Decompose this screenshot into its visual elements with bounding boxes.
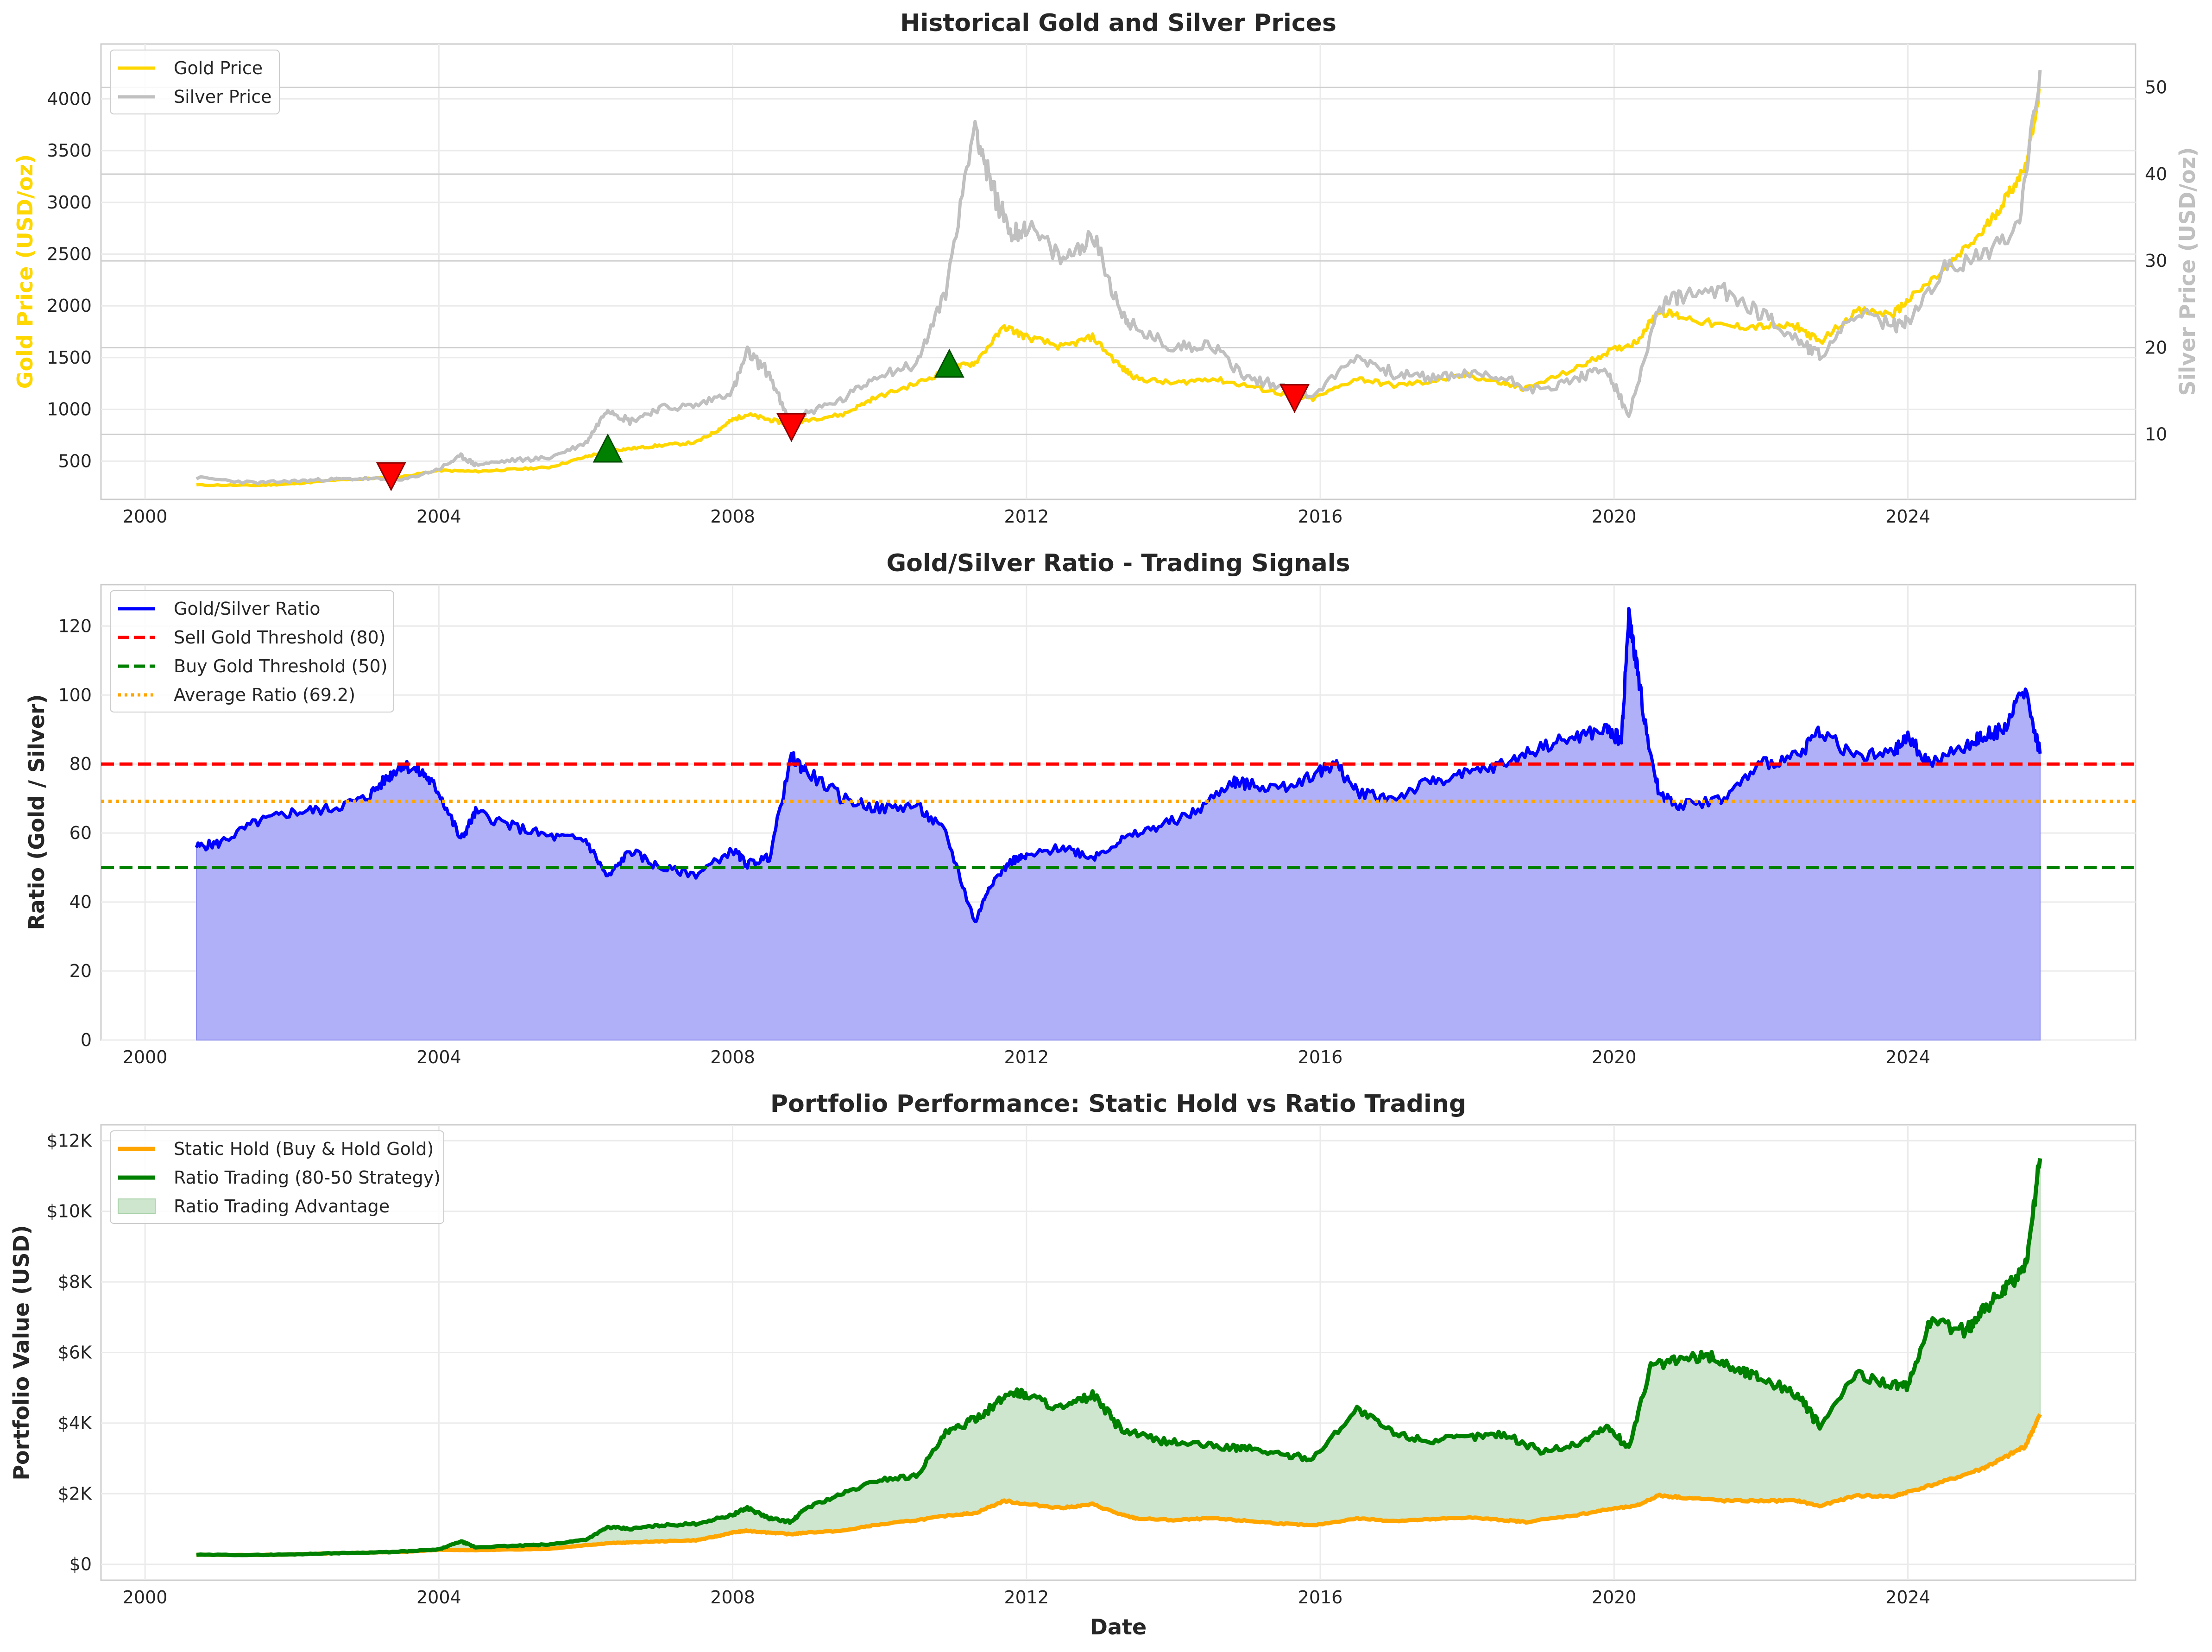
x-tick-label: 2024 [1885,506,1930,527]
x-tick-label: 2020 [1592,1587,1637,1608]
portfolio-chart-x-ticks: 2000 2004 2008 2012 2016 2020 2024 [123,1587,1930,1608]
static-hold-line [196,1413,2042,1557]
y-tick-label: 3500 [47,140,92,161]
y-tick-label: 500 [58,451,92,471]
legend-label-buy-threshold: Buy Gold Threshold (50) [174,656,388,676]
x-tick-label: 2016 [1298,1047,1343,1067]
x-tick-label: 2000 [123,506,168,527]
y-tick-label: 3000 [47,192,92,213]
x-tick-label: 2004 [416,1047,461,1067]
price-chart-right-gridlines [101,87,2136,435]
ratio-chart-panel: 2000 2004 2008 2012 2016 2020 2024 0 20 40 60 80 10… [24,549,2136,1067]
price-chart-series [195,69,2042,487]
portfolio-chart-legend-box [110,1130,444,1224]
price-chart-y-ticks: 500 1000 1500 2000 2500 3000 3500 4000 [47,88,92,471]
ratio-chart-x-ticks: 2000 2004 2008 2012 2016 2020 2024 [123,1047,1930,1067]
y-tick-label: $0 [69,1554,92,1575]
ratio-chart-y-ticks: 0 20 40 60 80 100 120 [58,616,92,1050]
x-tick-label: 2008 [710,1047,755,1067]
price-chart-x-ticks: 2000 2004 2008 2012 2016 2020 2024 [123,506,1930,527]
right-y-tick-label: 30 [2145,251,2167,271]
ratio-chart-legend-box [110,590,394,713]
price-chart-plot-area [100,43,2136,500]
legend-label-ratio: Gold/Silver Ratio [174,599,321,619]
legend-label-advantage: Ratio Trading Advantage [174,1196,390,1217]
x-tick-label: 2012 [1004,506,1049,527]
portfolio-chart-x-axis-label: Date [1090,1614,1147,1639]
silver-price-line [195,69,2042,486]
y-tick-label: 0 [81,1030,92,1050]
sell-signal-marker [1279,384,1310,413]
portfolio-chart-panel: 2000 2004 2008 2012 2016 2020 2024 $0 $2K $4K $6K… [9,1090,2136,1639]
buy-signal-marker [934,348,964,378]
x-tick-label: 2000 [123,1587,168,1608]
right-y-tick-label: 20 [2145,337,2167,358]
x-tick-label: 2004 [416,1587,461,1608]
x-tick-label: 2008 [710,1587,755,1608]
price-chart-title: Historical Gold and Silver Prices [900,9,1336,37]
ratio-chart-series [101,607,2136,1040]
sell-signal-marker [376,462,406,492]
y-tick-label: $4K [58,1413,92,1433]
y-tick-label: $10K [47,1201,93,1222]
x-tick-label: 2000 [123,1047,168,1067]
x-tick-label: 2016 [1298,506,1343,527]
ratio-chart-legend: Gold/Silver Ratio Sell Gold Threshold (8… [110,590,394,713]
y-tick-label: 2000 [47,296,92,316]
price-chart-legend: Gold Price Silver Price [110,50,280,114]
right-y-tick-label: 40 [2145,164,2167,184]
price-chart-panel: 2000 2004 2008 2012 2016 2020 2024 500 1000 1500… [13,9,2200,527]
price-chart-trade-markers [376,348,1310,492]
sell-signal-marker [776,413,807,442]
ratio-chart-title: Gold/Silver Ratio - Trading Signals [886,549,1350,577]
y-tick-label: 4000 [47,88,92,109]
y-tick-label: 100 [58,685,92,705]
x-tick-label: 2012 [1004,1587,1049,1608]
legend-label-static-hold: Static Hold (Buy & Hold Gold) [174,1139,434,1159]
right-y-tick-label: 50 [2145,77,2167,98]
x-tick-label: 2024 [1885,1047,1930,1067]
portfolio-chart-series [196,1158,2042,1557]
portfolio-chart-y-axis-label: Portfolio Value (USD) [9,1225,34,1480]
x-tick-label: 2008 [710,506,755,527]
y-tick-label: $2K [58,1483,92,1504]
y-tick-label: 1000 [47,399,92,420]
ratio-trading-line [196,1158,2042,1557]
y-tick-label: 40 [69,892,92,912]
gold-price-line [196,87,2041,487]
buy-signal-marker [592,433,623,463]
y-tick-label: 60 [69,823,92,843]
x-tick-label: 2024 [1885,1587,1930,1608]
x-tick-label: 2012 [1004,1047,1049,1067]
portfolio-chart-y-ticks: $0 $2K $4K $6K $8K $10K $12K [47,1130,93,1574]
portfolio-chart-legend: Static Hold (Buy & Hold Gold) Ratio Trad… [110,1130,444,1224]
x-tick-label: 2020 [1592,506,1637,527]
legend-label-silver-price: Silver Price [174,87,272,107]
x-tick-label: 2020 [1592,1047,1637,1067]
legend-label-gold-price: Gold Price [174,58,263,78]
y-tick-label: $12K [47,1130,93,1151]
right-y-tick-label: 10 [2145,424,2167,445]
ratio-chart-y-axis-label: Ratio (Gold / Silver) [24,694,49,930]
y-tick-label: 80 [69,754,92,774]
x-tick-label: 2016 [1298,1587,1343,1608]
x-tick-label: 2004 [416,506,461,527]
price-chart-right-y-axis-label: Silver Price (USD/oz) [2175,147,2200,396]
legend-label-average: Average Ratio (69.2) [174,685,355,705]
y-tick-label: 20 [69,961,92,981]
legend-swatch-advantage [118,1198,156,1214]
y-tick-label: 2500 [47,244,92,265]
y-tick-label: 120 [58,616,92,636]
y-tick-label: $6K [58,1343,92,1363]
ratio-line [195,607,2042,923]
y-tick-label: 1500 [47,347,92,368]
portfolio-chart-title: Portfolio Performance: Static Hold vs Ra… [770,1090,1466,1118]
legend-label-sell-threshold: Sell Gold Threshold (80) [174,627,386,648]
price-chart-y-axis-label: Gold Price (USD/oz) [13,154,38,389]
y-tick-label: $8K [58,1272,92,1292]
price-chart-right-y-ticks: 10 20 30 40 50 [2145,77,2167,445]
legend-label-ratio-trading: Ratio Trading (80-50 Strategy) [174,1167,441,1188]
